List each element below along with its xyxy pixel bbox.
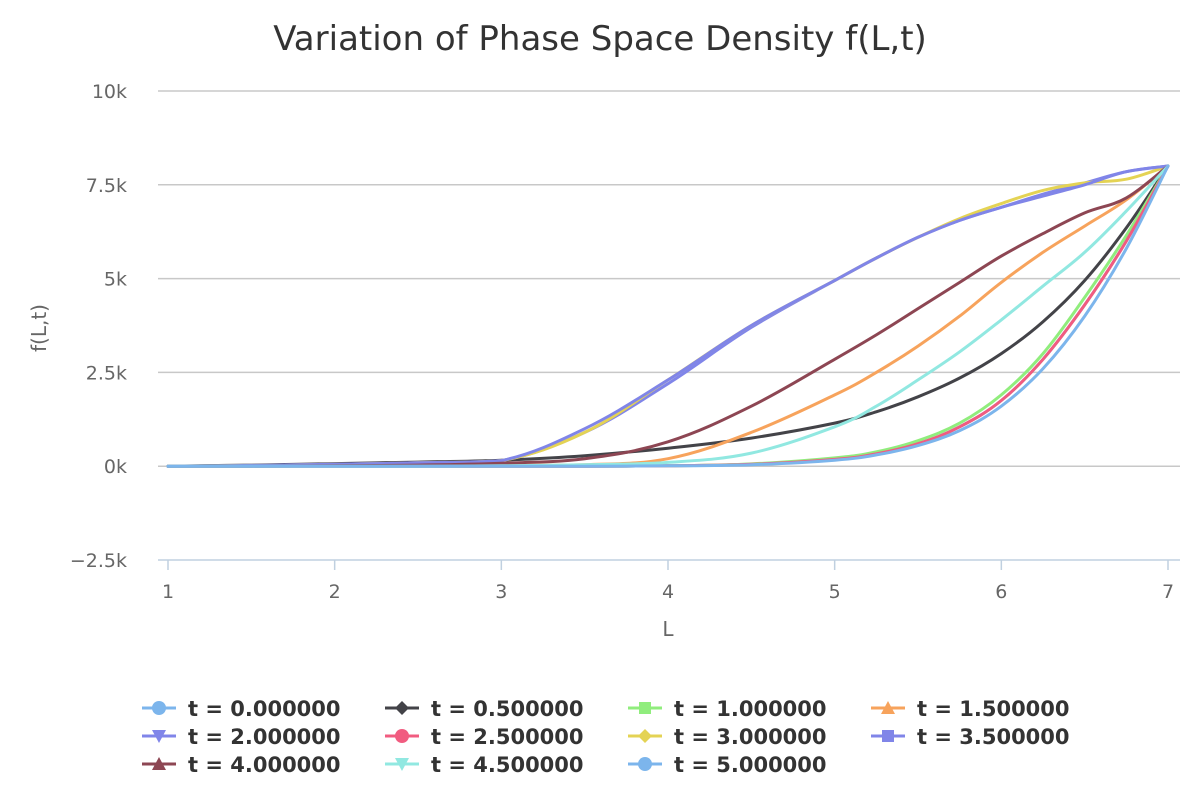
legend-marker xyxy=(638,757,652,771)
series-line-11 xyxy=(166,164,1170,468)
y-tick-label: 10k xyxy=(92,81,127,103)
legend-label: t = 0.000000 xyxy=(188,697,341,721)
grid xyxy=(158,90,1180,467)
x-tick-label: 6 xyxy=(995,581,1007,603)
x-tick-label: 7 xyxy=(1162,581,1174,603)
legend-item[interactable]: t = 1.500000 xyxy=(871,697,1070,721)
legend-marker xyxy=(152,730,166,743)
legend-marker xyxy=(395,758,409,771)
x-axis-label: L xyxy=(662,617,674,641)
y-tick-label: 7.5k xyxy=(86,175,127,197)
legend-marker xyxy=(395,701,409,715)
legend-item[interactable]: t = 5.000000 xyxy=(628,753,827,777)
legend: t = 0.000000 t = 0.500000 t = 1.000000 t = … xyxy=(142,697,1070,777)
legend-item[interactable]: t = 3.000000 xyxy=(628,725,827,749)
x-tick-label: 1 xyxy=(162,581,174,603)
series-lines xyxy=(166,164,1170,468)
legend-item[interactable]: t = 4.500000 xyxy=(385,753,584,777)
y-tick-label: 0k xyxy=(104,456,127,478)
x-tick-label: 2 xyxy=(329,581,341,603)
y-tick-label: 2.5k xyxy=(86,362,127,384)
legend-marker xyxy=(638,729,652,743)
series-line-7 xyxy=(166,164,1170,468)
series-line-4 xyxy=(166,164,1170,468)
y-axis-ticks: −2.5k 0k 2.5k 5k 7.5k 10k xyxy=(70,81,127,572)
series-line-3 xyxy=(166,164,1170,468)
y-tick-label: 5k xyxy=(104,269,127,291)
legend-marker xyxy=(881,701,895,714)
chart-title: Variation of Phase Space Density f(L,t) xyxy=(273,19,927,59)
legend-label: t = 5.000000 xyxy=(674,753,827,777)
legend-label: t = 3.000000 xyxy=(674,725,827,749)
legend-item[interactable]: t = 0.500000 xyxy=(385,697,584,721)
y-tick-label: −2.5k xyxy=(70,550,127,572)
series-line-6 xyxy=(166,164,1170,468)
x-axis: 1 2 3 4 5 6 7 xyxy=(158,559,1180,603)
x-tick-label: 5 xyxy=(829,581,841,603)
legend-label: t = 2.000000 xyxy=(188,725,341,749)
legend-label: t = 1.500000 xyxy=(917,697,1070,721)
y-axis-label: f(L,t) xyxy=(27,304,51,352)
legend-label: t = 4.500000 xyxy=(431,753,584,777)
legend-label: t = 1.000000 xyxy=(674,697,827,721)
legend-marker xyxy=(639,702,651,714)
legend-item[interactable]: t = 2.500000 xyxy=(385,725,584,749)
legend-marker xyxy=(152,757,166,770)
legend-item[interactable]: t = 3.500000 xyxy=(871,725,1070,749)
legend-marker xyxy=(395,729,409,743)
series-line-2 xyxy=(166,164,1170,468)
legend-item[interactable]: t = 1.000000 xyxy=(628,697,827,721)
legend-label: t = 0.500000 xyxy=(431,697,584,721)
x-tick-label: 4 xyxy=(662,581,674,603)
series-line-10 xyxy=(166,164,1170,468)
legend-item[interactable]: t = 2.000000 xyxy=(142,725,341,749)
x-tick-label: 3 xyxy=(495,581,507,603)
legend-label: t = 4.000000 xyxy=(188,753,341,777)
legend-item[interactable]: t = 0.000000 xyxy=(142,697,341,721)
legend-marker xyxy=(882,730,894,742)
series-line-8 xyxy=(166,164,1170,468)
series-line-5 xyxy=(166,164,1170,468)
legend-item[interactable]: t = 4.000000 xyxy=(142,753,341,777)
series-line-9 xyxy=(166,164,1170,468)
legend-label: t = 2.500000 xyxy=(431,725,584,749)
legend-marker xyxy=(152,701,166,715)
legend-label: t = 3.500000 xyxy=(917,725,1070,749)
series-line-1 xyxy=(166,164,1170,468)
